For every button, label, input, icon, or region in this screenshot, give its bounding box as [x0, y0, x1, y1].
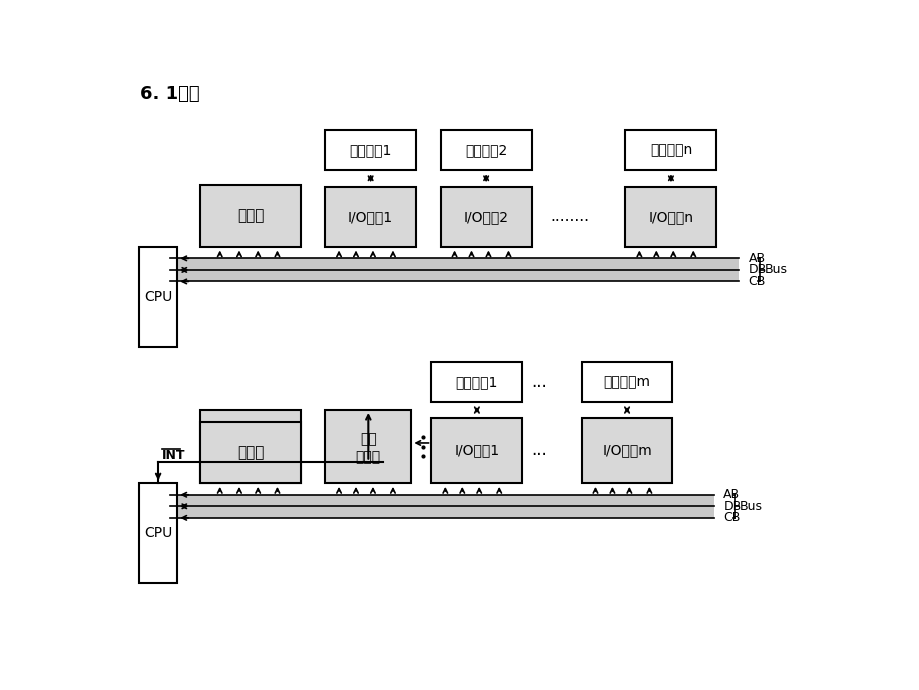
Bar: [200, 422, 301, 483]
Text: 外部设备n: 外部设备n: [649, 143, 691, 157]
Bar: [324, 130, 415, 170]
Bar: [139, 483, 177, 583]
Bar: [200, 185, 301, 247]
Bar: [581, 362, 672, 402]
Text: I/O接口1: I/O接口1: [454, 444, 499, 457]
Text: 外部设备2: 外部设备2: [464, 143, 506, 157]
Text: 6. 1概述: 6. 1概述: [141, 86, 199, 104]
Bar: [625, 187, 716, 247]
Bar: [440, 130, 531, 170]
Bar: [440, 187, 531, 247]
Text: ........: ........: [550, 209, 589, 224]
Bar: [200, 410, 301, 483]
Text: DB: DB: [722, 500, 741, 513]
Text: 外部设备m: 外部设备m: [603, 375, 650, 389]
Text: CPU: CPU: [144, 290, 172, 304]
Text: Bus: Bus: [739, 500, 762, 513]
Bar: [169, 506, 713, 518]
Text: I/O接口n: I/O接口n: [648, 210, 693, 224]
Text: INT: INT: [162, 449, 186, 462]
Text: DB: DB: [748, 264, 766, 277]
Bar: [431, 417, 522, 483]
Bar: [169, 258, 739, 270]
Bar: [169, 495, 713, 506]
Text: 外部设备1: 外部设备1: [455, 375, 497, 389]
Bar: [324, 410, 411, 483]
Text: 控制器: 控制器: [356, 451, 380, 464]
Text: I/O接口1: I/O接口1: [347, 210, 392, 224]
Text: CB: CB: [722, 511, 740, 524]
Bar: [581, 417, 672, 483]
Text: CPU: CPU: [144, 526, 172, 540]
Text: AB: AB: [722, 489, 740, 501]
Text: 中断: 中断: [359, 433, 376, 446]
Text: ...: ...: [531, 373, 547, 391]
Text: 外部设备1: 外部设备1: [349, 143, 391, 157]
Bar: [324, 187, 415, 247]
Text: I/O接口m: I/O接口m: [602, 444, 652, 457]
Text: 存储器: 存储器: [236, 208, 264, 224]
Bar: [431, 362, 522, 402]
Text: CB: CB: [748, 275, 766, 288]
Bar: [139, 247, 177, 347]
Bar: [169, 270, 739, 282]
Bar: [625, 130, 716, 170]
Text: 存储器: 存储器: [236, 445, 264, 460]
Text: ...: ...: [531, 442, 547, 460]
Text: Bus: Bus: [764, 264, 787, 277]
Text: I/O接口2: I/O接口2: [463, 210, 508, 224]
Text: AB: AB: [748, 252, 765, 265]
